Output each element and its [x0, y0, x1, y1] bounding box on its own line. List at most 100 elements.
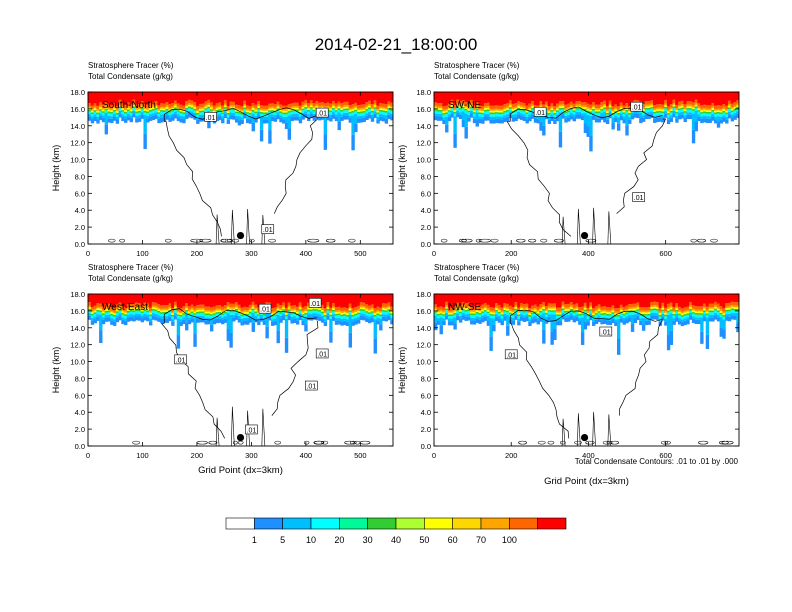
condensate-contour	[119, 238, 125, 243]
condensate-contour	[303, 440, 310, 445]
svg-text:.01: .01	[260, 307, 270, 314]
condensate-contour	[506, 121, 572, 237]
y-tick-label: 0.0	[421, 442, 431, 451]
contour-label: .01	[599, 326, 613, 337]
header-tracer: Stratosphere Tracer (%)	[88, 263, 174, 272]
y-tick-label: 14.0	[416, 122, 431, 131]
y-tick-label: 18.0	[416, 88, 431, 97]
x-tick-label: 400	[582, 451, 595, 460]
y-tick-label: 14.0	[416, 324, 431, 333]
x-tick-label: 200	[191, 451, 204, 460]
figure-title: 2014-02-21_18:00:00	[315, 35, 478, 54]
header-condensate: Total Condensate (g/kg)	[88, 72, 173, 81]
condensate-contour	[221, 238, 227, 243]
condensate-contour	[574, 440, 582, 445]
condensate-contour	[215, 214, 220, 244]
condensate-contour	[349, 440, 357, 445]
contour-label: .01	[204, 112, 217, 122]
colorbar-swatch	[452, 517, 482, 530]
x-tick-label: 200	[505, 451, 518, 460]
y-tick-label: 10.0	[70, 358, 85, 367]
contour-label: .01	[632, 192, 645, 202]
panel-west-east: .01 .01 .01 .01 .01 .01 West-East Stratosphere …	[51, 263, 394, 476]
colorbar-label: 5	[280, 535, 285, 545]
contour-label: .01	[261, 224, 275, 234]
x-tick-label: 500	[354, 451, 367, 460]
condensate-contour	[458, 238, 467, 243]
y-tick-label: 8.0	[421, 374, 431, 383]
y-tick-label: 0.0	[75, 240, 85, 249]
colorbar-swatch	[424, 517, 453, 530]
svg-text:.01: .01	[206, 115, 216, 122]
colorbar-swatch	[254, 517, 283, 530]
y-tick-label: 12.0	[416, 139, 431, 148]
x-tick-label: 100	[136, 451, 149, 460]
location-marker	[580, 433, 589, 442]
y-tick-label: 4.0	[421, 206, 431, 215]
condensate-contour	[273, 118, 319, 214]
colorbar-swatch	[395, 517, 425, 530]
svg-text:.01: .01	[247, 427, 257, 434]
y-tick-label: 6.0	[421, 189, 431, 198]
contour-label: .01	[630, 101, 643, 112]
colorbar-label: 100	[502, 535, 517, 545]
y-tick-label: 12.0	[70, 341, 85, 350]
condensate-contour	[592, 207, 596, 244]
plot-area: .01 .01	[434, 294, 739, 446]
y-tick-label: 6.0	[75, 391, 85, 400]
condensate-contour	[561, 418, 566, 446]
plot-area: .01 .01 .01	[434, 92, 739, 244]
y-tick-label: 0.0	[75, 442, 85, 451]
panel-label: NW-SE	[448, 302, 481, 313]
condensate-contour	[577, 413, 581, 446]
condensate-contour	[664, 440, 671, 445]
condensate-contour	[537, 440, 546, 445]
plot-frame	[433, 293, 740, 447]
svg-text:.01: .01	[601, 330, 611, 337]
colorbar-label: 70	[476, 535, 486, 545]
y-tick-label: 10.0	[416, 358, 431, 367]
condensate-contour	[274, 440, 281, 445]
contour-label: .01	[533, 106, 547, 117]
condensate-contour	[215, 417, 220, 446]
contour-label: .01	[245, 424, 258, 434]
x-axis-label: Grid Point (dx=3km)	[544, 476, 629, 487]
y-axis-label: Height (km)	[397, 347, 407, 394]
y-tick-label: 12.0	[416, 341, 431, 350]
condensate-contour	[478, 238, 492, 243]
y-tick-label: 0.0	[421, 240, 431, 249]
plot-area: .01 .01 .01	[88, 92, 393, 244]
condensate-contour	[199, 238, 212, 243]
condensate-contour	[163, 308, 317, 324]
condensate-contour	[160, 323, 226, 439]
contour-label: .01	[315, 107, 329, 118]
svg-text:.01: .01	[176, 357, 186, 364]
condensate-contour	[697, 238, 707, 243]
condensate-contour	[164, 238, 172, 243]
condensate-contour	[518, 440, 527, 445]
condensate-contour	[233, 440, 238, 445]
y-tick-label: 8.0	[75, 172, 85, 181]
plot-frame	[87, 91, 394, 245]
x-tick-label: 0	[432, 249, 436, 258]
x-tick-label: 0	[86, 451, 90, 460]
svg-text:.01: .01	[317, 111, 327, 118]
x-tick-label: 400	[300, 249, 313, 258]
condensate-contour	[516, 238, 526, 243]
condensate-contour	[660, 440, 668, 445]
contour-note: Total Condensate Contours: .01 to .01 by…	[575, 457, 739, 466]
colorbar-label: 10	[306, 535, 316, 545]
svg-text:.01: .01	[317, 351, 327, 358]
panels: .01 .01 .01 South-North Stratosphere Tracer …	[51, 61, 740, 487]
x-tick-label: 400	[582, 249, 595, 258]
condensate-contour	[440, 238, 448, 243]
svg-text:.01: .01	[306, 384, 316, 391]
condensate-contour	[271, 320, 319, 416]
y-tick-label: 16.0	[416, 307, 431, 316]
y-tick-label: 6.0	[421, 391, 431, 400]
colorbar-swatch	[367, 517, 397, 530]
condensate-contour	[132, 440, 140, 445]
condensate-contour	[618, 320, 663, 416]
condensate-contour	[561, 216, 566, 244]
y-tick-label: 16.0	[70, 307, 85, 316]
